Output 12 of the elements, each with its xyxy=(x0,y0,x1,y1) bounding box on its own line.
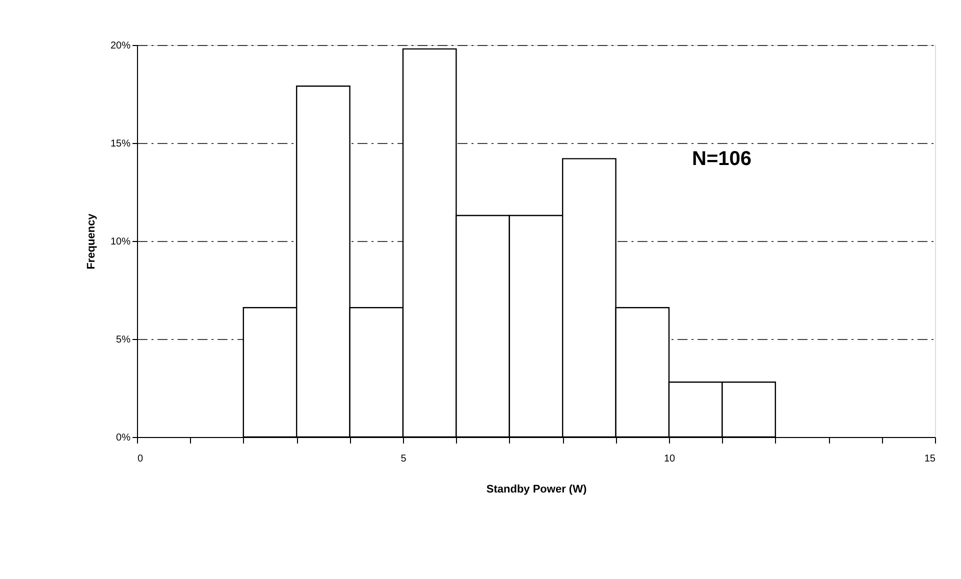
y-tick-label: 5% xyxy=(116,334,131,346)
x-tick-label: 0 xyxy=(138,454,144,464)
annotation: N=106 xyxy=(692,148,752,170)
x-axis-title: Standby Power (W) xyxy=(486,484,587,496)
x-tick-label: 10 xyxy=(664,454,676,464)
y-tick-label: 20% xyxy=(110,40,131,52)
y-tick-label: 0% xyxy=(116,432,131,444)
y-axis-title: Frequency xyxy=(85,212,98,270)
x-tick-label: 5 xyxy=(400,454,407,464)
y-tick-label: 15% xyxy=(110,138,131,150)
x-tick-label: 15 xyxy=(924,454,936,464)
y-tick-label: 10% xyxy=(110,236,131,248)
